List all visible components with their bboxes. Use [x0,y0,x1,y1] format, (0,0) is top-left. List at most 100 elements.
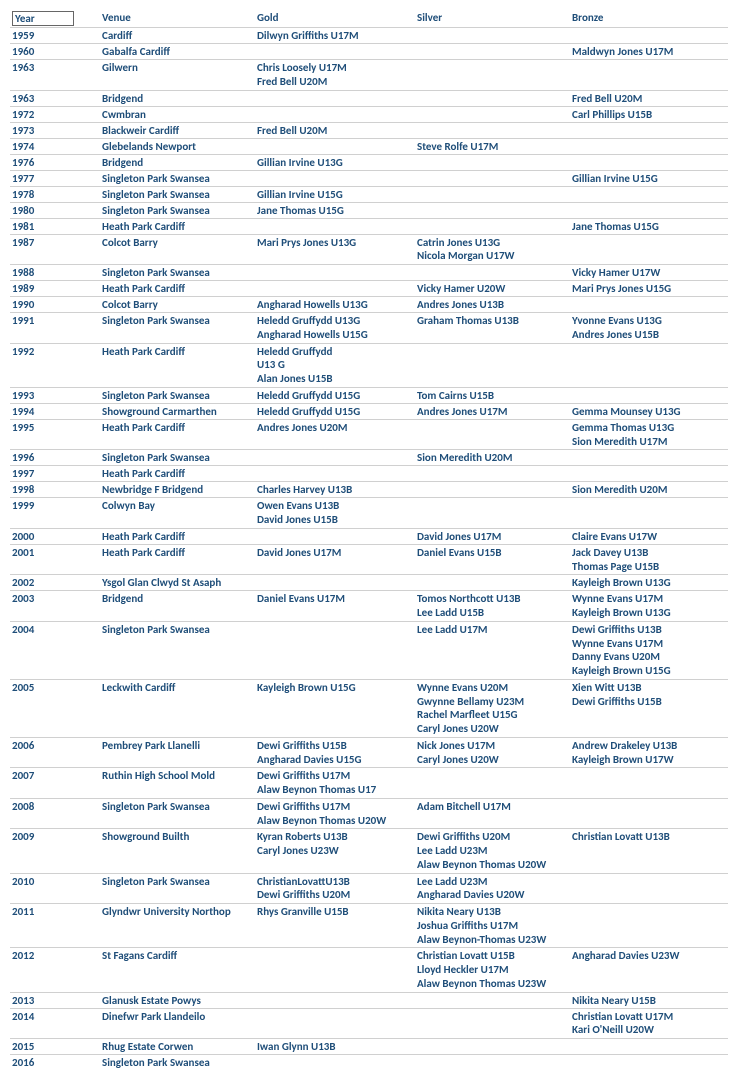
cell-silver: Christian Lovatt U15BLloyd Heckler U17MA… [415,948,570,992]
cell-venue: Colwyn Bay [100,498,255,529]
cell-year: 1980 [10,202,100,218]
cell-gold [255,170,415,186]
cell-year: 1998 [10,482,100,498]
cell-gold [255,44,415,60]
cell-year: 2005 [10,679,100,737]
cell-silver: Tomos Northcott U13BLee Ladd U15B [415,591,570,622]
table-row: 2014Dinefwr Park LlandeiloChristian Lova… [10,1008,728,1039]
cell-gold: Rhys Granville U15B [255,904,415,948]
cell-gold: Kayleigh Brown U15G [255,679,415,737]
cell-bronze: Christian Lovatt U13B [570,829,728,873]
cell-silver: Andres Jones U13B [415,297,570,313]
cell-year: 2002 [10,575,100,591]
cell-bronze: Jane Thomas U15G [570,218,728,234]
cell-silver: Sion Meredith U20M [415,450,570,466]
cell-venue: Singleton Park Swansea [100,1055,255,1071]
cell-silver [415,122,570,138]
cell-gold: Dewi Griffiths U17MAlaw Beynon Thomas U2… [255,798,415,829]
cell-silver [415,992,570,1008]
cell-gold: Iwan Glynn U13B [255,1039,415,1055]
table-row: 1959CardiffDilwyn Griffiths U17M [10,28,728,44]
table-row: 1963GilwernChris Loosely U17MFred Bell U… [10,60,728,91]
cell-bronze [570,1055,728,1071]
cell-bronze: Sion Meredith U20M [570,482,728,498]
table-row: 2013Glanusk Estate PowysNikita Neary U15… [10,992,728,1008]
cell-bronze [570,1039,728,1055]
cell-gold: Heledd GruffyddU13 GAlan Jones U15B [255,343,415,387]
cell-venue: Colcot Barry [100,297,255,313]
cell-silver: Tom Cairns U15B [415,387,570,403]
cell-gold [255,90,415,106]
cell-venue: Showground Builth [100,829,255,873]
cell-bronze: Maldwyn Jones U17M [570,44,728,60]
cell-silver [415,1055,570,1071]
header-silver: Silver [415,10,570,28]
table-row: 2016Singleton Park Swansea [10,1055,728,1071]
cell-year: 1997 [10,466,100,482]
cell-gold: ChristianLovattU13BDewi Griffiths U20M [255,873,415,904]
cell-venue: Singleton Park Swansea [100,873,255,904]
cell-silver: Daniel Evans U15B [415,544,570,575]
table-row: 2008Singleton Park SwanseaDewi Griffiths… [10,798,728,829]
cell-year: 2009 [10,829,100,873]
cell-silver [415,186,570,202]
table-row: 1974Glebelands NewportSteve Rolfe U17M [10,138,728,154]
cell-silver [415,202,570,218]
cell-gold [255,621,415,679]
cell-venue: Rhug Estate Corwen [100,1039,255,1055]
cell-silver [415,482,570,498]
cell-silver [415,28,570,44]
cell-gold: Gillian Irvine U15G [255,186,415,202]
cell-year: 1959 [10,28,100,44]
cell-venue: Heath Park Cardiff [100,281,255,297]
cell-gold: Dilwyn Griffiths U17M [255,28,415,44]
cell-silver: Nikita Neary U13BJoshua Griffiths U17MAl… [415,904,570,948]
cell-year: 2008 [10,798,100,829]
cell-venue: Singleton Park Swansea [100,202,255,218]
cell-gold: Heledd Gruffydd U15G [255,403,415,419]
cell-bronze [570,387,728,403]
table-row: 1988Singleton Park SwanseaVicky Hamer U1… [10,265,728,281]
table-row: 2006Pembrey Park LlanelliDewi Griffiths … [10,737,728,768]
cell-year: 1960 [10,44,100,60]
cell-bronze: Gemma Mounsey U13G [570,403,728,419]
cell-silver: Nick Jones U17MCaryl Jones U20W [415,737,570,768]
cell-gold: Dewi Griffiths U17MAlaw Beynon Thomas U1… [255,768,415,799]
table-row: 1989Heath Park CardiffVicky Hamer U20WMa… [10,281,728,297]
cell-bronze [570,234,728,265]
cell-gold [255,281,415,297]
cell-silver [415,768,570,799]
cell-bronze: Kayleigh Brown U13G [570,575,728,591]
cell-silver: Lee Ladd U17M [415,621,570,679]
cell-bronze [570,60,728,91]
cell-bronze: Fred Bell U20M [570,90,728,106]
cell-gold [255,138,415,154]
cell-silver [415,154,570,170]
cell-venue: Dinefwr Park Llandeilo [100,1008,255,1039]
table-header-row: Year Venue Gold Silver Bronze [10,10,728,28]
cell-venue: Bridgend [100,90,255,106]
cell-venue: Gilwern [100,60,255,91]
cell-gold: Angharad Howells U13G [255,297,415,313]
table-row: 1977Singleton Park SwanseaGillian Irvine… [10,170,728,186]
cell-year: 1992 [10,343,100,387]
cell-gold: Heledd Gruffydd U13GAngharad Howells U15… [255,313,415,344]
cell-bronze [570,498,728,529]
cell-venue: Singleton Park Swansea [100,798,255,829]
table-row: 1991Singleton Park SwanseaHeledd Gruffyd… [10,313,728,344]
cell-gold: Andres Jones U20M [255,419,415,450]
cell-year: 1973 [10,122,100,138]
cell-venue: Gabalfa Cardiff [100,44,255,60]
cell-year: 1977 [10,170,100,186]
cell-year: 1990 [10,297,100,313]
cell-year: 2012 [10,948,100,992]
cell-silver [415,170,570,186]
table-row: 1995Heath Park CardiffAndres Jones U20MG… [10,419,728,450]
cell-venue: Glyndwr University Northop [100,904,255,948]
cell-silver [415,1039,570,1055]
table-row: 2005Leckwith CardiffKayleigh Brown U15GW… [10,679,728,737]
cell-year: 2010 [10,873,100,904]
cell-silver [415,44,570,60]
cell-bronze: Yvonne Evans U13GAndres Jones U15B [570,313,728,344]
table-row: 1992Heath Park CardiffHeledd GruffyddU13… [10,343,728,387]
